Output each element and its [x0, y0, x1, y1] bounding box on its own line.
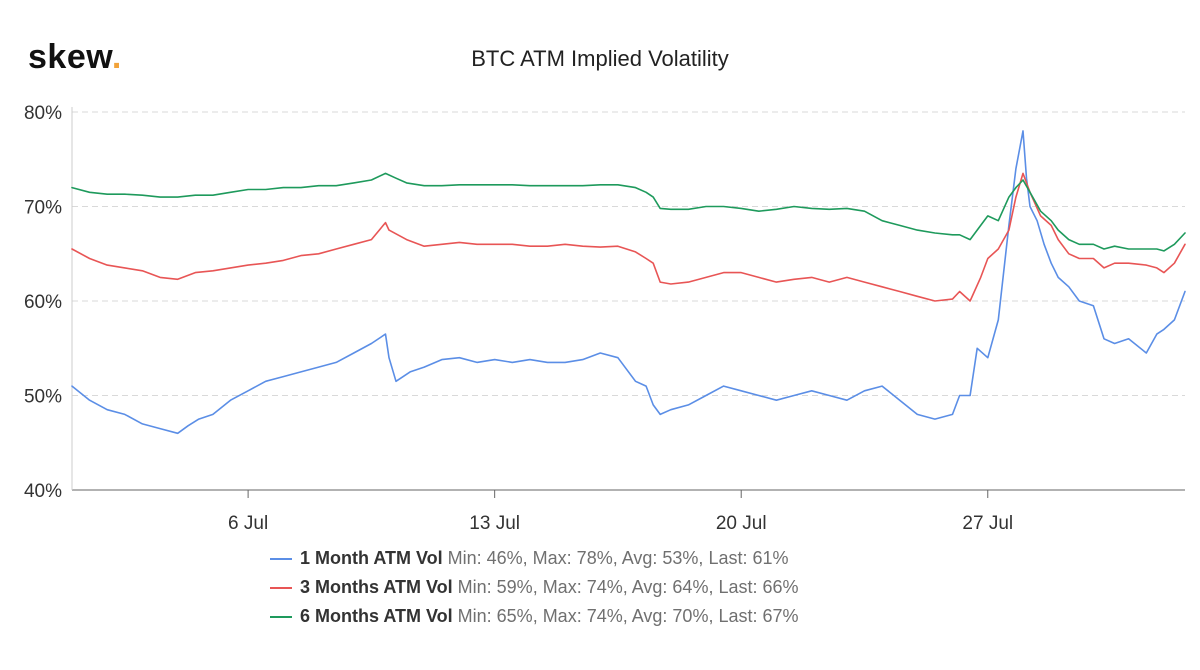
- gridlines: [72, 111, 1185, 396]
- series-line-2: [71, 172, 1186, 302]
- legend-swatch: [270, 557, 292, 560]
- legend-series-stats: Min: 59%, Max: 74%, Avg: 64%, Last: 66%: [457, 577, 799, 597]
- x-tick-label: 27 Jul: [962, 513, 1013, 534]
- y-tick-label: 50%: [24, 387, 62, 408]
- y-tick-label: 70%: [24, 198, 62, 219]
- legend-item[interactable]: 1 Month ATM Vol Min: 46%, Max: 78%, Avg: …: [270, 544, 799, 573]
- y-tick-label: 40%: [24, 481, 62, 502]
- legend-series-stats: Min: 65%, Max: 74%, Avg: 70%, Last: 67%: [457, 606, 799, 626]
- x-tick-label: 20 Jul: [716, 513, 767, 534]
- series-line-1: [71, 130, 1186, 435]
- logo-dot: .: [111, 38, 122, 76]
- legend-series-name: 6 Months ATM Vol: [300, 606, 453, 626]
- legend-swatch: [270, 586, 292, 589]
- skew-logo: skew.: [28, 40, 122, 74]
- y-tick-label: 60%: [24, 292, 62, 313]
- legend-swatch: [270, 615, 292, 618]
- logo-text: skew: [28, 38, 112, 76]
- legend-item[interactable]: 6 Months ATM Vol Min: 65%, Max: 74%, Avg:…: [270, 602, 799, 631]
- legend-series-name: 1 Month ATM Vol: [300, 548, 443, 568]
- legend-item[interactable]: 3 Months ATM Vol Min: 59%, Max: 74%, Avg:…: [270, 573, 799, 602]
- chart-title: BTC ATM Implied Volatility: [471, 46, 729, 71]
- legend: 1 Month ATM Vol Min: 46%, Max: 78%, Avg: …: [270, 544, 799, 631]
- x-tick-label: 6 Jul: [228, 513, 268, 534]
- y-tick-label: 80%: [24, 103, 62, 124]
- legend-series-stats: Min: 46%, Max: 78%, Avg: 53%, Last: 61%: [447, 548, 789, 568]
- x-tick-label: 13 Jul: [469, 513, 520, 534]
- legend-series-name: 3 Months ATM Vol: [300, 577, 453, 597]
- series-line-3: [71, 172, 1186, 252]
- series-lines: [71, 130, 1186, 435]
- axes: 80% 70% 60% 50% 40% 6 Jul 13 Jul 20 Jul 27 Jul: [24, 103, 1185, 534]
